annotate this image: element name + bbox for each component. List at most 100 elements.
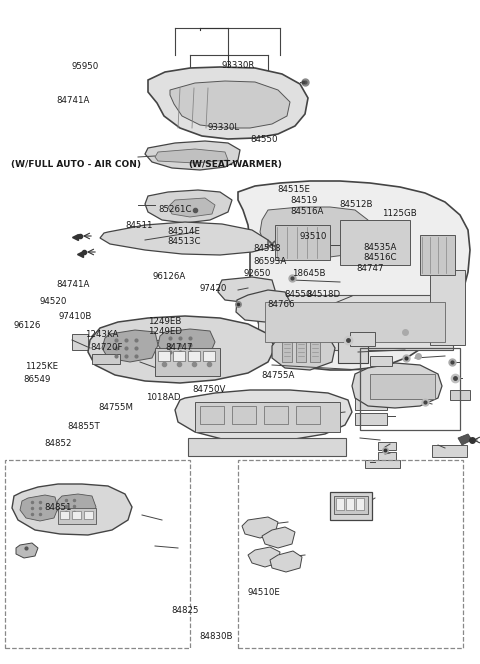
Bar	[356, 498, 364, 510]
Text: 1125GB: 1125GB	[382, 209, 416, 218]
Bar	[355, 398, 387, 410]
Bar	[232, 406, 256, 424]
Polygon shape	[170, 81, 290, 128]
Bar	[450, 390, 470, 400]
Text: 84750V: 84750V	[192, 384, 226, 394]
Text: 96126: 96126	[13, 321, 41, 330]
Polygon shape	[272, 334, 335, 370]
Text: 86593A: 86593A	[253, 257, 287, 266]
Bar	[378, 442, 396, 450]
Text: (W/FULL AUTO - AIR CON): (W/FULL AUTO - AIR CON)	[11, 160, 141, 169]
Polygon shape	[238, 181, 470, 370]
Bar	[92, 354, 120, 364]
Polygon shape	[12, 484, 132, 535]
Text: 85261C: 85261C	[158, 205, 192, 214]
Bar	[282, 342, 292, 362]
Text: 94520: 94520	[39, 297, 67, 306]
Polygon shape	[20, 495, 58, 521]
Text: 1249ED: 1249ED	[148, 327, 182, 337]
Text: 84755M: 84755M	[98, 403, 133, 412]
Bar	[84, 511, 93, 519]
Bar	[264, 406, 288, 424]
Bar	[310, 342, 320, 362]
Text: 84515E: 84515E	[277, 185, 311, 195]
Text: 84851: 84851	[44, 503, 72, 512]
Bar	[296, 342, 306, 362]
Text: 84755A: 84755A	[262, 371, 295, 380]
Bar	[370, 356, 392, 366]
Bar	[72, 511, 81, 519]
Text: 86549: 86549	[23, 375, 50, 384]
Polygon shape	[56, 494, 96, 520]
Text: 96126A: 96126A	[153, 272, 186, 281]
Text: 84830B: 84830B	[199, 631, 233, 641]
Bar	[355, 413, 387, 425]
Text: 84535A: 84535A	[364, 242, 397, 252]
Polygon shape	[458, 434, 472, 445]
Bar	[5, 460, 190, 648]
Text: 93330R: 93330R	[222, 60, 255, 70]
Bar	[155, 348, 220, 376]
Text: 84766: 84766	[268, 299, 295, 309]
Polygon shape	[236, 290, 290, 322]
Polygon shape	[88, 316, 275, 383]
Bar	[378, 452, 396, 460]
Bar	[200, 406, 224, 424]
Text: 84825: 84825	[172, 606, 199, 616]
Polygon shape	[102, 330, 158, 362]
Text: 84514E: 84514E	[167, 226, 200, 236]
Polygon shape	[168, 198, 215, 217]
Polygon shape	[352, 363, 442, 408]
Bar	[420, 235, 455, 275]
Text: 1243KA: 1243KA	[85, 330, 119, 339]
Bar	[265, 302, 445, 342]
Bar	[430, 270, 465, 345]
Text: 93330L: 93330L	[207, 123, 240, 132]
Bar	[72, 334, 88, 350]
Text: 84852: 84852	[44, 439, 72, 448]
Text: 84518D: 84518D	[306, 290, 340, 299]
Bar	[275, 225, 330, 260]
Bar	[60, 511, 69, 519]
Bar	[188, 351, 200, 361]
Bar	[158, 351, 170, 361]
Bar	[360, 348, 460, 430]
Text: 84720F: 84720F	[90, 343, 123, 353]
Text: 84550: 84550	[284, 290, 312, 299]
Bar	[330, 492, 372, 520]
Text: 94510E: 94510E	[247, 588, 280, 597]
Text: 84511: 84511	[126, 221, 153, 230]
Polygon shape	[248, 547, 280, 567]
Polygon shape	[16, 543, 38, 558]
Polygon shape	[242, 517, 278, 538]
Text: 93510: 93510	[300, 232, 327, 241]
Text: 92650: 92650	[244, 269, 271, 278]
Text: 84855T: 84855T	[67, 422, 100, 431]
Bar	[370, 374, 435, 399]
Polygon shape	[218, 277, 275, 303]
Text: 1249EB: 1249EB	[148, 317, 181, 326]
Polygon shape	[175, 390, 352, 441]
Text: 1018AD: 1018AD	[146, 392, 181, 402]
Bar	[238, 460, 463, 648]
Text: 97410B: 97410B	[59, 311, 92, 321]
Text: 84519: 84519	[290, 196, 318, 205]
Polygon shape	[158, 329, 215, 358]
Polygon shape	[148, 67, 308, 139]
Bar	[336, 498, 344, 510]
Text: 84741A: 84741A	[57, 96, 90, 106]
Text: 84518: 84518	[253, 244, 281, 253]
Text: 84747: 84747	[166, 343, 193, 353]
Polygon shape	[100, 222, 268, 255]
Polygon shape	[155, 149, 228, 163]
Bar	[432, 445, 467, 457]
Text: 84512B: 84512B	[339, 200, 372, 209]
Text: 84516A: 84516A	[290, 207, 324, 216]
Bar	[365, 460, 400, 468]
Polygon shape	[262, 527, 295, 548]
Bar	[58, 508, 96, 524]
Text: 97420: 97420	[199, 284, 227, 293]
Text: 84747: 84747	[356, 264, 384, 273]
Bar	[350, 332, 375, 346]
Text: 95950: 95950	[71, 62, 98, 71]
